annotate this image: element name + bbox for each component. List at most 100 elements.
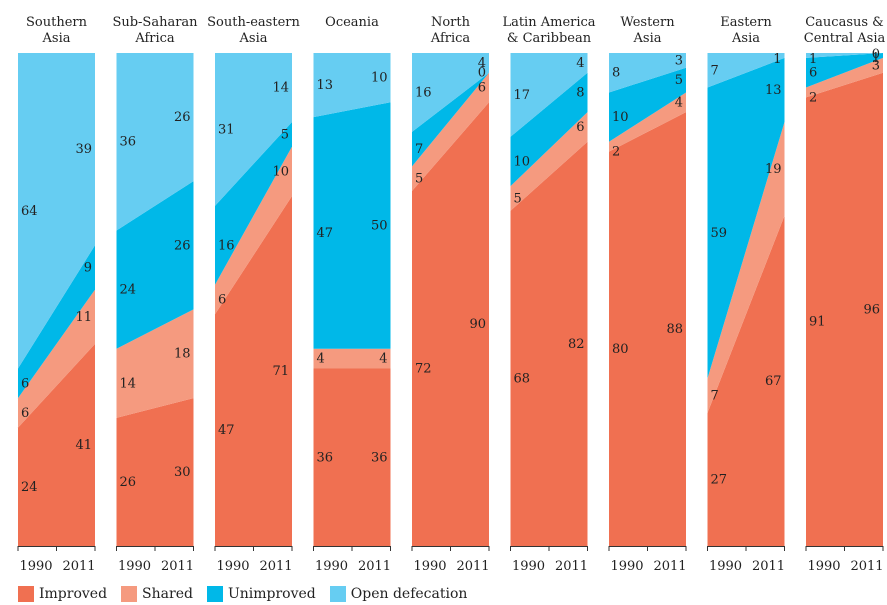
legend-label-unimproved: Unimproved: [227, 586, 316, 602]
value-label-1990: 2: [809, 90, 817, 105]
area-open-defecation: [609, 53, 686, 93]
value-label-2011: 9: [84, 261, 92, 276]
value-label-2011: 0: [872, 47, 880, 62]
area-unimproved: [116, 181, 194, 349]
x-tick-label-1990: 1990: [19, 559, 52, 574]
legend-label-open-defecation: Open defecation: [350, 586, 468, 602]
panel-title: Caucasus &: [805, 15, 884, 30]
value-label-2011: 1: [872, 51, 880, 66]
x-tick-label-1990: 1990: [512, 559, 545, 574]
value-label-1990: 14: [120, 376, 137, 391]
x-tick-label-2011: 2011: [456, 559, 489, 574]
legend-item-shared: Shared: [121, 586, 193, 602]
area-open-defecation: [707, 53, 785, 88]
panel-title: Latin America: [502, 15, 595, 30]
x-tick-label-1990: 1990: [315, 559, 348, 574]
value-label-1990: 10: [612, 110, 629, 125]
value-label-1990: 1: [809, 52, 817, 67]
legend-label-improved: Improved: [39, 586, 108, 602]
value-label-2011: 88: [666, 322, 683, 337]
x-tick-label-2011: 2011: [555, 559, 588, 574]
area-improved: [116, 398, 194, 546]
legend-label-shared: Shared: [142, 586, 193, 602]
area-open-defecation: [215, 53, 292, 206]
panel-title: Asia: [239, 31, 268, 46]
value-label-1990: 10: [514, 155, 531, 170]
area-open-defecation: [806, 53, 883, 58]
value-label-1990: 2: [612, 145, 620, 160]
value-label-1990: 6: [21, 406, 29, 421]
area-shared: [412, 72, 489, 192]
panel-title: Western: [620, 15, 675, 30]
value-label-2011: 10: [371, 71, 388, 86]
x-tick-label-2011: 2011: [161, 559, 194, 574]
value-label-2011: 41: [75, 438, 92, 453]
area-shared: [215, 146, 292, 315]
value-label-2011: 10: [272, 164, 289, 179]
panel-title: Central Asia: [804, 31, 886, 46]
value-label-1990: 7: [415, 142, 423, 157]
area-improved: [707, 215, 785, 546]
legend-item-open-defecation: Open defecation: [329, 586, 468, 602]
x-tick-label-1990: 1990: [709, 559, 742, 574]
value-label-2011: 19: [765, 162, 782, 177]
value-label-1990: 16: [415, 85, 432, 100]
value-label-1990: 31: [218, 122, 235, 137]
panel-title: Asia: [731, 31, 760, 46]
x-tick-label-1990: 1990: [807, 559, 840, 574]
value-label-1990: 24: [120, 283, 137, 298]
area-improved: [510, 141, 588, 547]
area-improved: [215, 195, 292, 546]
panel-title: Oceania: [325, 15, 379, 30]
area-unimproved: [313, 102, 391, 349]
value-label-1990: 80: [612, 342, 629, 357]
panel-title: Eastern: [720, 15, 772, 30]
value-label-1990: 7: [711, 63, 719, 78]
value-label-2011: 3: [675, 53, 683, 68]
value-label-2011: 50: [371, 219, 388, 234]
panel-title: South-eastern: [207, 15, 300, 30]
panel-title: North: [431, 15, 471, 30]
value-label-1990: 36: [120, 135, 137, 150]
value-label-1990: 6: [809, 66, 817, 81]
area-unimproved: [215, 122, 292, 285]
value-label-2011: 5: [281, 127, 289, 142]
value-label-1990: 6: [21, 376, 29, 391]
value-label-1990: 47: [317, 226, 334, 241]
area-improved: [412, 102, 489, 547]
value-label-1990: 16: [218, 238, 235, 253]
value-label-2011: 6: [576, 120, 584, 135]
area-shared: [116, 309, 194, 418]
legend-swatch-open-defecation: [329, 586, 346, 602]
area-unimproved: [707, 57, 785, 379]
value-label-2011: 3: [872, 58, 880, 73]
value-label-1990: 5: [415, 172, 423, 187]
value-label-2011: 71: [272, 364, 289, 379]
legend-item-unimproved: Unimproved: [206, 586, 316, 602]
value-label-1990: 68: [514, 371, 531, 386]
value-label-1990: 72: [415, 362, 432, 377]
x-tick-label-2011: 2011: [358, 559, 391, 574]
x-tick-label-2011: 2011: [752, 559, 785, 574]
value-label-1990: 17: [514, 88, 531, 103]
area-open-defecation: [116, 53, 194, 231]
value-label-2011: 4: [379, 352, 387, 367]
value-label-2011: 96: [863, 302, 880, 317]
value-label-2011: 26: [174, 238, 191, 253]
value-label-1990: 4: [317, 352, 325, 367]
value-label-2011: 6: [478, 81, 486, 96]
area-open-defecation: [313, 53, 391, 118]
value-label-2011: 18: [174, 347, 191, 362]
x-tick-label-2011: 2011: [850, 559, 883, 574]
legend-item-improved: Improved: [18, 586, 107, 602]
legend-swatch-shared: [121, 586, 138, 602]
value-label-2011: 39: [75, 142, 92, 157]
value-label-1990: 24: [21, 480, 38, 495]
area-unimproved: [18, 245, 95, 399]
value-label-2011: 8: [576, 85, 584, 100]
